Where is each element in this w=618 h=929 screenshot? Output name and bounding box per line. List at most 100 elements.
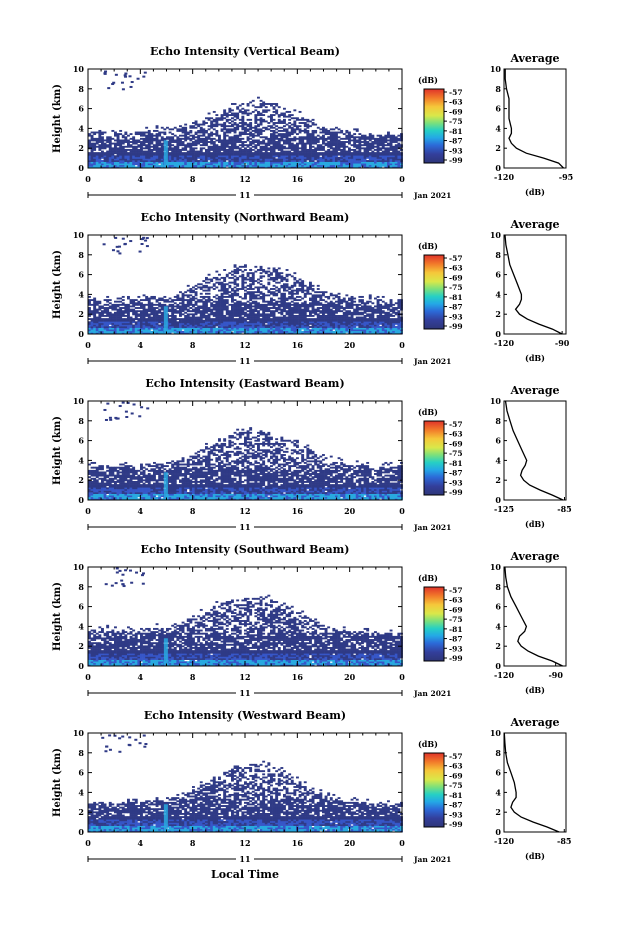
heatmap-cell bbox=[179, 327, 182, 330]
heatmap-cell bbox=[220, 322, 224, 325]
heatmap-cell bbox=[220, 148, 224, 151]
heatmap-cell bbox=[238, 150, 242, 153]
heatmap-cell bbox=[389, 144, 393, 147]
heatmap-cell bbox=[192, 297, 195, 300]
heatmap-cell bbox=[225, 330, 229, 333]
heatmap-cell bbox=[236, 322, 240, 325]
heatmap-cell bbox=[272, 324, 276, 327]
heatmap-cell bbox=[335, 148, 338, 151]
heatmap-cell bbox=[207, 148, 211, 151]
heatmap-cell bbox=[134, 324, 138, 327]
heatmap-cell bbox=[176, 158, 180, 161]
heatmap-cell bbox=[220, 156, 224, 159]
heatmap-cell bbox=[215, 303, 219, 306]
heatmap-cell bbox=[101, 311, 104, 314]
heatmap-cell bbox=[124, 166, 128, 169]
heatmap-cell bbox=[223, 161, 227, 164]
heatmap-cell bbox=[153, 161, 156, 164]
heatmap-cell bbox=[316, 163, 320, 166]
heatmap-cell bbox=[314, 313, 318, 316]
heatmap-cell bbox=[212, 141, 216, 143]
heatmap-cell bbox=[194, 160, 198, 162]
heatmap-cell bbox=[322, 136, 325, 139]
heatmap-cell bbox=[309, 120, 312, 123]
heatmap-cell bbox=[277, 122, 281, 124]
heatmap-cell bbox=[218, 321, 221, 324]
heatmap-cell bbox=[329, 150, 333, 153]
heatmap-cell bbox=[277, 297, 281, 300]
heatmap-cell bbox=[363, 141, 367, 143]
heatmap-cell bbox=[231, 281, 234, 284]
heatmap-cell bbox=[374, 142, 377, 145]
heatmap-cell bbox=[301, 313, 305, 316]
heatmap-cell bbox=[290, 295, 294, 298]
heatmap-cell bbox=[137, 310, 141, 313]
heatmap-cell bbox=[228, 286, 232, 289]
heatmap-cell bbox=[322, 318, 325, 321]
heatmap-cell bbox=[189, 147, 193, 150]
heatmap-cell bbox=[374, 137, 377, 140]
heatmap-cell bbox=[280, 126, 284, 129]
heatmap-cell bbox=[314, 295, 318, 298]
heatmap-cell bbox=[275, 273, 279, 276]
heatmap-cell bbox=[111, 158, 115, 161]
heatmap-cell bbox=[301, 144, 305, 147]
heatmap-cell bbox=[275, 324, 279, 327]
heatmap-cell bbox=[145, 137, 149, 140]
heatmap-cell bbox=[309, 314, 312, 317]
average-y-tick-label: 0 bbox=[495, 163, 501, 173]
heatmap-cell bbox=[241, 316, 245, 319]
heatmap-cell bbox=[244, 311, 247, 314]
heatmap-cell bbox=[220, 153, 224, 156]
heatmap-cell bbox=[220, 147, 224, 150]
heatmap-cell bbox=[272, 311, 276, 314]
heatmap-cell bbox=[90, 156, 94, 159]
heatmap-cell bbox=[251, 327, 255, 330]
heatmap-cell bbox=[194, 158, 198, 161]
heatmap-cell bbox=[306, 322, 310, 325]
heatmap-cell bbox=[267, 163, 271, 166]
heatmap-cell bbox=[129, 145, 133, 148]
heatmap-cell bbox=[150, 156, 154, 159]
heatmap-cell bbox=[215, 332, 219, 335]
heatmap-cell bbox=[236, 269, 240, 271]
heatmap-cell bbox=[366, 161, 370, 164]
heatmap-cell bbox=[220, 302, 224, 305]
heatmap-cell bbox=[379, 163, 383, 166]
heatmap-cell bbox=[168, 166, 172, 169]
heatmap-cell bbox=[108, 330, 112, 333]
heatmap-cell bbox=[181, 137, 185, 140]
heatmap-cell bbox=[98, 152, 102, 155]
heatmap-cell bbox=[228, 284, 232, 287]
heatmap-cell bbox=[140, 321, 143, 324]
heatmap-cell bbox=[296, 156, 299, 159]
heatmap-cell bbox=[283, 294, 286, 297]
heatmap-cell bbox=[293, 281, 297, 284]
heatmap-cell bbox=[361, 153, 364, 156]
heatmap-cell bbox=[215, 166, 219, 169]
heatmap-cell bbox=[397, 161, 401, 164]
heatmap-cell bbox=[324, 322, 328, 325]
heatmap-cell bbox=[236, 308, 240, 311]
heatmap-cell bbox=[114, 330, 117, 333]
heatmap-cell bbox=[228, 129, 232, 132]
heatmap-cell bbox=[158, 326, 162, 328]
heatmap-cell bbox=[121, 155, 125, 158]
heatmap-cell bbox=[194, 122, 198, 124]
heatmap-cell bbox=[288, 122, 292, 124]
heatmap-cell bbox=[316, 156, 320, 159]
heatmap-cell bbox=[238, 156, 242, 159]
heatmap-cell bbox=[272, 267, 276, 270]
heatmap-cell bbox=[290, 163, 294, 166]
heatmap-cell bbox=[199, 332, 203, 335]
heatmap-cell bbox=[137, 326, 141, 328]
heatmap-cell bbox=[259, 332, 263, 335]
heatmap-cell bbox=[301, 164, 305, 167]
x-tick-label: 16 bbox=[292, 174, 304, 184]
heatmap-cell bbox=[306, 305, 310, 308]
heatmap-cell bbox=[249, 122, 253, 124]
heatmap-cell bbox=[363, 164, 367, 167]
heatmap-cell bbox=[210, 324, 214, 327]
heatmap-cell bbox=[150, 166, 154, 169]
heatmap-cell bbox=[311, 295, 315, 298]
